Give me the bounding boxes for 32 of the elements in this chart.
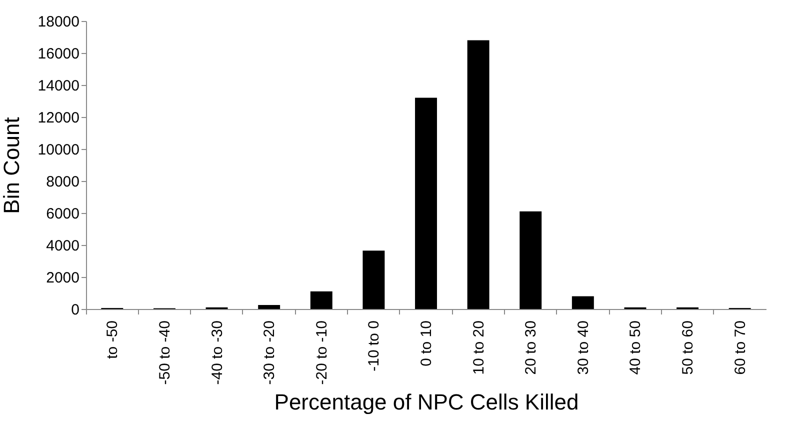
bar [415,98,437,309]
y-tick-label: 8000 [46,174,80,190]
x-tick-label: -20 to -10 [313,320,330,385]
bar [362,250,385,309]
y-tick-label: 0 [71,302,80,318]
y-tick-label: 12000 [38,110,80,126]
y-tick-label: 10000 [38,142,80,158]
x-tick-label: 30 to 40 [574,320,592,375]
y-tick-label: 16000 [38,46,80,62]
x-tick-label: -10 to 0 [366,320,383,372]
y-tick-label: 14000 [38,78,80,94]
x-tick-label: 60 to 70 [732,320,749,375]
x-tick-label: -50 to -40 [156,320,174,385]
y-tick-label: 18000 [38,14,80,30]
x-tick-label: 10 to 20 [470,320,488,375]
y-tick-label: 6000 [46,206,80,222]
x-tick-label: 20 to 30 [522,320,540,375]
bar [467,40,490,309]
y-axis-title: Bin Count [0,117,24,214]
bar [258,305,280,309]
y-tick-label: 2000 [46,270,80,286]
x-axis-title: Percentage of NPC Cells Killed [274,390,579,415]
x-tick-label: 0 to 10 [418,320,435,366]
x-tick-label: to -50 [104,320,122,359]
x-tick-label: -40 to -30 [208,320,226,385]
x-tick-label: 50 to 60 [680,320,697,375]
y-tick-label: 4000 [46,238,80,254]
bar [520,211,542,309]
x-tick-label: -30 to -20 [261,320,278,385]
x-tick-label: 40 to 50 [627,320,644,375]
bar [310,291,332,309]
bar [572,296,594,309]
